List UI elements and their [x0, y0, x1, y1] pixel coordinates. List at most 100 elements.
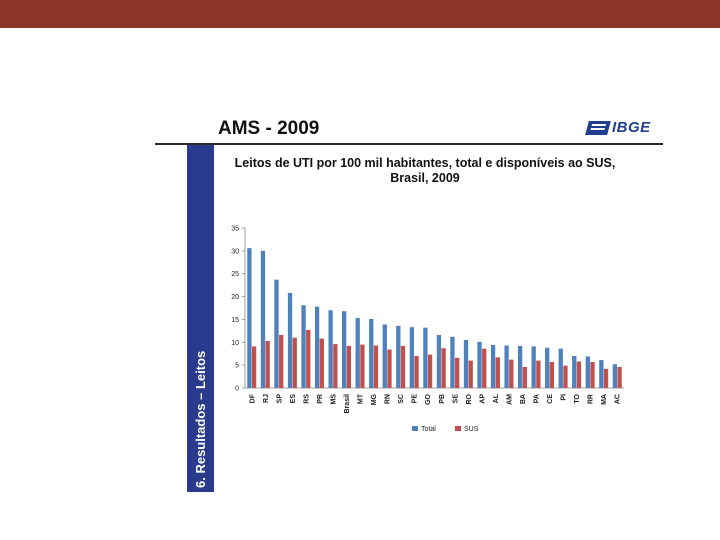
bar-sus — [468, 360, 473, 388]
y-tick-label: 10 — [231, 340, 239, 347]
bar-sus — [617, 366, 622, 388]
ibge-logo-text: IBGE — [612, 119, 651, 136]
x-tick-label: PE — [412, 394, 419, 404]
x-tick-label: RO — [466, 393, 473, 404]
bar-sus — [509, 359, 514, 388]
bar-sus — [536, 360, 541, 388]
x-tick-label: ES — [290, 394, 297, 404]
bar-sus — [333, 344, 338, 388]
x-tick-label: DF — [249, 393, 256, 403]
x-tick-label: RJ — [263, 394, 270, 403]
bar-total — [531, 346, 536, 388]
x-tick-label: MT — [358, 393, 365, 404]
top-bar — [0, 0, 720, 28]
bar-total — [558, 348, 563, 388]
bar-total — [342, 311, 347, 388]
bar-total — [274, 279, 279, 388]
bar-sus — [292, 337, 297, 388]
bar-sus — [495, 357, 500, 388]
bar-total — [287, 292, 293, 388]
x-tick-label: PI — [561, 394, 568, 401]
x-tick-label: MG — [371, 393, 378, 405]
y-tick-label: 0 — [235, 386, 239, 393]
bar-sus — [265, 340, 270, 388]
x-tick-label: BA — [520, 394, 527, 404]
bar-total — [504, 345, 509, 388]
x-tick-label: AC — [615, 394, 622, 404]
bar-total — [517, 345, 523, 388]
x-tick-label: AP — [479, 394, 486, 404]
x-tick-label: RS — [303, 394, 310, 404]
bar-total — [477, 341, 482, 388]
bar-sus — [563, 365, 568, 388]
x-tick-label: AM — [506, 394, 513, 405]
bar-total — [585, 356, 590, 388]
x-tick-label: SE — [452, 394, 459, 404]
bar-sus — [427, 354, 433, 388]
x-tick-label: GO — [425, 393, 432, 404]
x-tick-label: PB — [439, 394, 446, 404]
bar-sus — [400, 345, 406, 388]
ibge-logo: IBGE — [585, 119, 651, 136]
bar-sus — [590, 361, 595, 388]
bar-total — [369, 318, 374, 388]
bar-total — [572, 356, 577, 388]
bar-total — [301, 305, 306, 388]
legend-swatch — [455, 426, 461, 431]
bar-total — [260, 250, 266, 388]
slide-title: AMS - 2009 — [218, 118, 320, 139]
x-tick-label: CE — [547, 394, 554, 404]
bar-sus — [251, 346, 257, 388]
bar-sus — [603, 368, 609, 388]
bar-total — [612, 364, 618, 388]
x-tick-label: TO — [574, 393, 581, 403]
x-tick-label: MS — [330, 394, 337, 405]
bar-total — [436, 334, 442, 388]
x-tick-label: AL — [493, 393, 500, 403]
bar-sus — [306, 329, 311, 388]
chart-title: Leitos de UTI por 100 mil habitantes, to… — [225, 156, 625, 186]
x-tick-label: Brasil — [344, 394, 351, 414]
chart-title-line-2: Brasil, 2009 — [390, 171, 460, 185]
bar-total — [599, 360, 604, 388]
bar-total — [382, 324, 387, 388]
chart-title-line-1: Leitos de UTI por 100 mil habitantes, to… — [234, 156, 616, 170]
y-tick-label: 20 — [231, 294, 239, 301]
y-tick-label: 5 — [235, 363, 239, 370]
y-tick-label: 35 — [231, 226, 239, 233]
bar-total — [409, 327, 414, 388]
header-rule — [155, 143, 663, 145]
bar-sus — [441, 348, 446, 388]
x-tick-label: PR — [317, 394, 324, 404]
bar-sus — [549, 361, 555, 388]
bar-total — [423, 327, 428, 388]
bar-total — [314, 306, 320, 388]
bar-total — [450, 336, 455, 388]
legend-swatch — [412, 426, 418, 431]
bar-total — [396, 325, 401, 388]
bar-total — [355, 318, 360, 388]
bar-sus — [387, 349, 392, 388]
y-tick-label: 25 — [231, 271, 239, 278]
bar-total — [247, 248, 252, 388]
bar-sus — [482, 348, 487, 388]
bar-sus — [414, 356, 419, 388]
bar-sus — [522, 366, 527, 388]
bar-total — [490, 345, 496, 388]
bar-sus — [346, 345, 352, 388]
y-tick-label: 30 — [231, 248, 239, 255]
legend-label: Total — [421, 426, 436, 433]
x-tick-label: PA — [534, 394, 541, 403]
x-tick-label: RN — [385, 394, 392, 404]
bar-sus — [279, 334, 284, 388]
bar-sus — [455, 357, 460, 388]
bar-total — [463, 340, 469, 388]
x-tick-label: SC — [398, 394, 405, 404]
legend-label: SUS — [464, 426, 479, 433]
x-tick-label: MA — [601, 394, 608, 405]
bar-total — [328, 310, 333, 388]
bar-sus — [360, 344, 365, 388]
bar-sus — [576, 361, 582, 388]
x-tick-label: RR — [588, 394, 595, 404]
